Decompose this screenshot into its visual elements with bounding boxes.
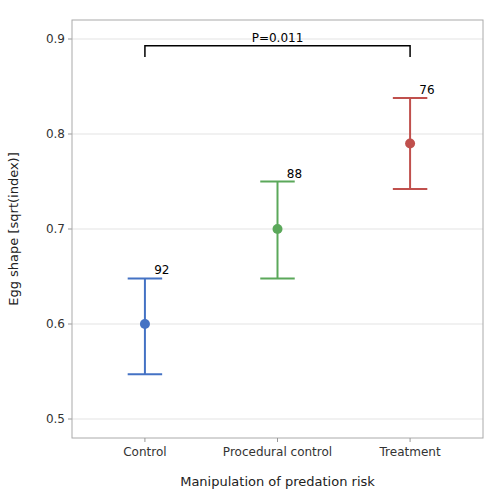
marks: [128, 98, 428, 374]
significance-bracket: [145, 46, 410, 57]
x-axis-label: Manipulation of predation risk: [180, 474, 375, 489]
error-cap-bottom: [393, 188, 427, 190]
bracket-line: [145, 46, 410, 57]
mean-point: [140, 319, 150, 329]
error-cap-bottom: [260, 277, 294, 279]
y-tick-label: 0.9: [46, 32, 65, 46]
chart-container: 0.5 0.6 0.7 0.8 0.9 Control Procedural control…: [0, 0, 499, 500]
x-tick: [410, 438, 411, 442]
x-tick: [277, 438, 278, 442]
error-bar-group: [260, 182, 294, 279]
x-tick-label: Procedural control: [223, 445, 332, 459]
error-bar-group: [128, 278, 162, 374]
y-tick-label: 0.7: [46, 222, 65, 236]
sample-size-label: 88: [287, 167, 302, 181]
y-tick: [68, 419, 72, 420]
x-tick-label: Treatment: [379, 445, 441, 459]
y-tick-label: 0.5: [46, 412, 65, 426]
y-axis-label: Egg shape [sqrt(index)]: [6, 152, 21, 306]
error-cap-bottom: [128, 373, 162, 375]
grid-line: [72, 419, 483, 420]
error-bar-group: [393, 98, 427, 189]
grid-line: [72, 134, 483, 135]
x-tick-label: Control: [123, 445, 166, 459]
sample-size-label: 92: [154, 263, 169, 277]
grid-line: [72, 324, 483, 325]
chart: 0.5 0.6 0.7 0.8 0.9 Control Procedural control…: [0, 0, 499, 500]
error-cap-top: [260, 181, 294, 183]
error-cap-top: [393, 97, 427, 99]
sample-size-label: 76: [419, 83, 434, 97]
y-tick: [68, 39, 72, 40]
y-tick: [68, 229, 72, 230]
significance-label: P=0.011: [252, 31, 304, 45]
x-tick: [144, 438, 145, 442]
grid: [72, 39, 483, 419]
y-tick: [68, 324, 72, 325]
mean-point: [405, 139, 415, 149]
mean-point: [273, 224, 283, 234]
y-tick: [68, 134, 72, 135]
y-tick-label: 0.8: [46, 127, 65, 141]
plot-frame: [72, 20, 483, 438]
y-tick-label: 0.6: [46, 317, 65, 331]
error-cap-top: [128, 277, 162, 279]
